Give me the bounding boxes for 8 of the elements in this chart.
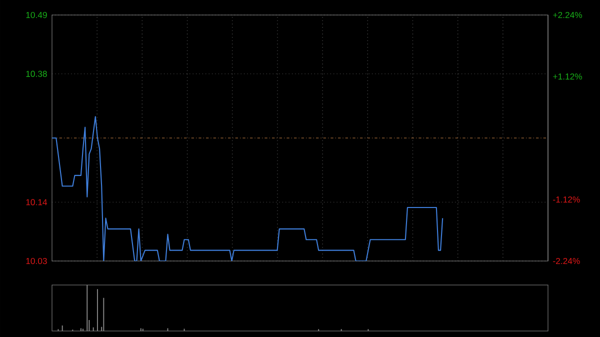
y-tick-label: 10.38 (26, 70, 47, 77)
y-tick-label: 10.49 (26, 12, 47, 18)
y2-tick-label: +2.24% (553, 12, 582, 18)
y-tick-label: 10.14 (26, 199, 48, 206)
y2-tick-label: -1.12% (553, 196, 580, 203)
y2-tick-label: +1.12% (553, 73, 582, 80)
y2-tick-label: -2.24% (553, 258, 580, 264)
y-tick-label: 10.03 (26, 258, 47, 264)
